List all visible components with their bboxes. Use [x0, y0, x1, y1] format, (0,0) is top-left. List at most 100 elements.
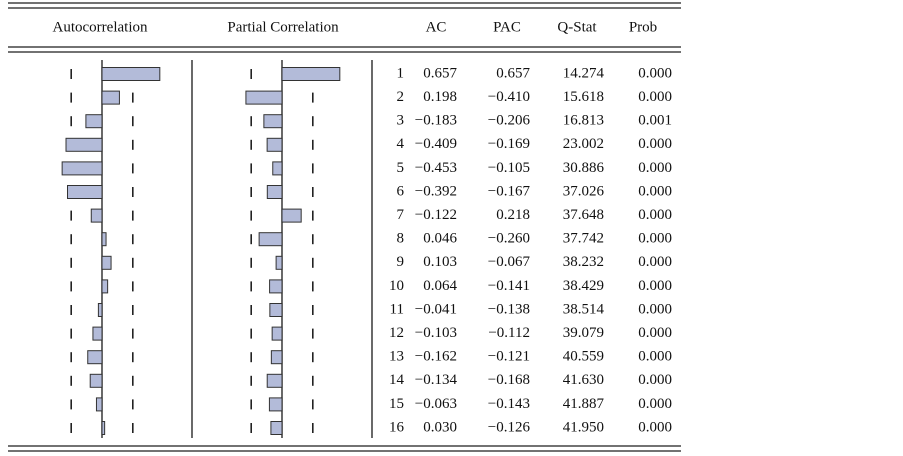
lag: 11 [390, 301, 404, 317]
pac-value: −0.143 [488, 396, 530, 412]
pac-bar [266, 185, 283, 199]
lag: 4 [397, 136, 405, 152]
pac-value: −0.121 [488, 349, 530, 365]
ac-bar [89, 373, 103, 388]
ac-bar [101, 90, 120, 105]
prob-value: 0.001 [638, 113, 672, 129]
ac-value: −0.134 [415, 372, 458, 388]
column-header: AC [426, 19, 447, 35]
ac-value: −0.041 [415, 301, 457, 317]
prob-value: 0.000 [638, 207, 672, 223]
lag: 5 [397, 160, 405, 176]
ac-bar [101, 67, 161, 81]
lag: 2 [397, 89, 405, 105]
pac-bar [271, 326, 283, 341]
pac-bar [275, 255, 283, 270]
prob-value: 0.000 [638, 254, 672, 270]
lag: 10 [389, 278, 404, 294]
pac-value: −0.260 [488, 231, 530, 247]
ac-bar [97, 303, 103, 317]
pac-bar [245, 90, 283, 105]
pac-value: −0.141 [488, 278, 530, 294]
pac-value: 0.218 [496, 207, 530, 223]
lag: 15 [389, 396, 404, 412]
column-header: PAC [493, 19, 521, 35]
q-stat-value: 16.813 [563, 113, 604, 129]
ac-value: 0.657 [423, 65, 457, 81]
ac-bar [92, 326, 103, 341]
pac-bar [269, 303, 283, 317]
lag: 16 [389, 419, 405, 435]
prob-value: 0.000 [638, 325, 672, 341]
pac-bar [263, 114, 283, 129]
prob-value: 0.000 [638, 160, 672, 176]
q-stat-value: 41.630 [563, 372, 604, 388]
lag: 13 [389, 349, 404, 365]
prob-value: 0.000 [638, 419, 672, 435]
prob-value: 0.000 [638, 183, 672, 199]
pac-value: −0.167 [488, 183, 531, 199]
ac-bar [61, 161, 103, 176]
q-stat-value: 38.429 [563, 278, 604, 294]
q-stat-value: 40.559 [563, 349, 604, 365]
pac-value: 0.657 [496, 65, 530, 81]
pac-bar [268, 397, 283, 412]
q-stat-value: 38.514 [563, 301, 605, 317]
ac-value: −0.162 [415, 349, 457, 365]
pac-bar [281, 67, 341, 81]
pac-value: −0.112 [488, 325, 530, 341]
pac-value: −0.410 [488, 89, 530, 105]
pac-bar [258, 232, 283, 247]
ac-bar [95, 397, 103, 412]
pac-bar [269, 279, 283, 294]
ac-value: −0.063 [415, 396, 457, 412]
ac-value: −0.409 [415, 136, 457, 152]
pac-value: −0.169 [488, 136, 530, 152]
ac-value: 0.198 [423, 89, 457, 105]
ac-value: −0.103 [415, 325, 457, 341]
lag: 9 [397, 254, 405, 270]
ac-value: 0.030 [423, 419, 457, 435]
lag: 14 [389, 372, 405, 388]
pac-bar [270, 421, 283, 435]
ac-bar [67, 185, 103, 199]
q-stat-value: 15.618 [563, 89, 604, 105]
ac-value: −0.122 [415, 207, 457, 223]
lag: 7 [397, 207, 405, 223]
pac-value: −0.138 [488, 301, 530, 317]
pac-bar [270, 350, 283, 365]
q-stat-value: 23.002 [563, 136, 604, 152]
q-stat-value: 41.950 [563, 419, 604, 435]
ac-bar [101, 232, 107, 247]
q-stat-value: 41.887 [563, 396, 605, 412]
ac-value: 0.046 [423, 231, 457, 247]
prob-value: 0.000 [638, 65, 672, 81]
pac-value: −0.105 [488, 160, 530, 176]
pac-bar [266, 373, 283, 388]
ac-bar [101, 421, 106, 435]
ac-bar [101, 279, 109, 294]
ac-bar [65, 137, 103, 152]
ac-bar [87, 350, 103, 365]
prob-value: 0.000 [638, 372, 672, 388]
lag: 1 [397, 65, 405, 81]
ac-bar [101, 255, 112, 270]
ac-value: −0.183 [415, 113, 457, 129]
column-header: Q-Stat [557, 19, 597, 35]
pac-bar [281, 208, 302, 223]
pac-value: −0.206 [488, 113, 531, 129]
q-stat-value: 37.026 [563, 183, 605, 199]
column-header: Prob [629, 19, 657, 35]
q-stat-value: 30.886 [563, 160, 605, 176]
pac-value: −0.126 [488, 419, 531, 435]
prob-value: 0.000 [638, 89, 672, 105]
column-header: Partial Correlation [227, 19, 339, 35]
ac-value: −0.392 [415, 183, 457, 199]
column-header: Autocorrelation [53, 19, 148, 35]
prob-value: 0.000 [638, 136, 672, 152]
ac-bar [90, 208, 103, 223]
prob-value: 0.000 [638, 231, 672, 247]
prob-value: 0.000 [638, 396, 672, 412]
